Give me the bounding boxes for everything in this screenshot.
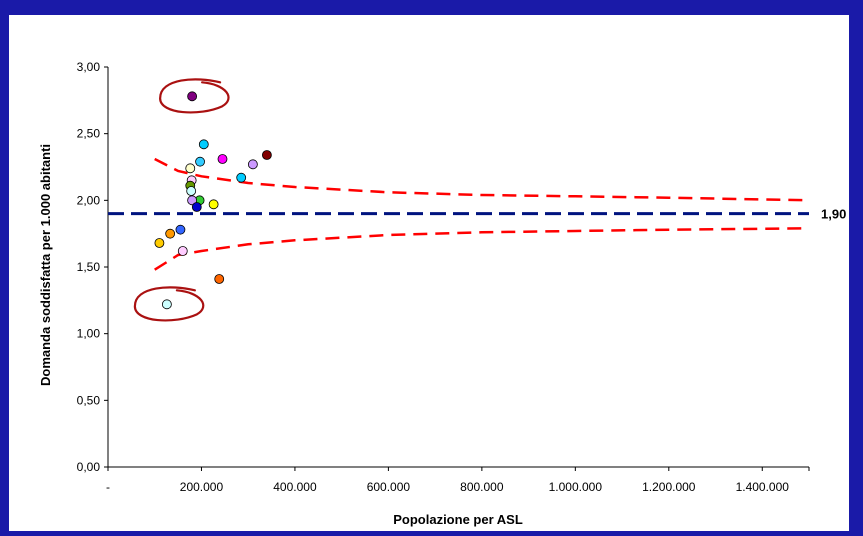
data-point	[214, 274, 225, 284]
data-point	[195, 156, 205, 167]
annotation-circle	[159, 78, 230, 114]
y-tick-label: 1,00	[77, 327, 101, 341]
data-point	[191, 202, 202, 212]
x-tick-label: 1.400.000	[736, 480, 790, 494]
data-point	[217, 154, 228, 164]
y-tick-label: 1,50	[77, 260, 101, 274]
mean-line-group: 1,90	[108, 207, 846, 222]
y-tick-label: 3,00	[77, 60, 101, 74]
data-point	[187, 91, 198, 102]
x-tick-label: 600.000	[367, 480, 411, 494]
control-limits	[154, 157, 810, 271]
annotations	[133, 78, 230, 322]
x-tick-label: -	[106, 480, 110, 494]
axes: 0,00 0,50 1,00 1,50 2,00 2,50 3,00 - 200.000 400.…	[77, 60, 810, 494]
chart-panel: 0,00 0,50 1,00 1,50 2,00 2,50 3,00 - 200.000 400.…	[9, 15, 849, 531]
data-point	[185, 163, 196, 174]
data-point	[198, 139, 209, 150]
data-point	[177, 246, 188, 256]
mean-line-label: 1,90	[821, 207, 846, 222]
data-point	[165, 228, 176, 239]
control-limit-upper	[154, 157, 810, 202]
annotation-circle	[133, 286, 205, 322]
data-point	[175, 224, 186, 235]
data-point	[247, 159, 258, 170]
data-point	[236, 172, 247, 183]
x-tick-label: 200.000	[180, 480, 224, 494]
y-tick-label: 2,00	[77, 193, 101, 207]
x-axis-title: Popolazione per ASL	[393, 512, 523, 527]
data-point	[161, 299, 172, 310]
x-tick-label: 400.000	[273, 480, 317, 494]
y-tick-label: 2,50	[77, 127, 101, 141]
data-point	[186, 186, 197, 196]
data-point	[187, 195, 198, 206]
x-tick-label: 1.000.000	[549, 480, 603, 494]
y-axis-title: Domanda soddisfatta per 1.000 abitanti	[38, 144, 53, 386]
data-point	[154, 238, 165, 248]
x-tick-label: 800.000	[460, 480, 504, 494]
y-tick-label: 0,50	[77, 393, 101, 407]
scatter-chart: 0,00 0,50 1,00 1,50 2,00 2,50 3,00 - 200.000 400.…	[38, 60, 846, 527]
data-point	[261, 150, 272, 160]
data-point	[208, 199, 219, 210]
x-tick-label: 1.200.000	[642, 480, 696, 494]
control-limit-lower	[154, 227, 810, 271]
data-points	[154, 91, 272, 310]
y-tick-label: 0,00	[77, 460, 101, 474]
